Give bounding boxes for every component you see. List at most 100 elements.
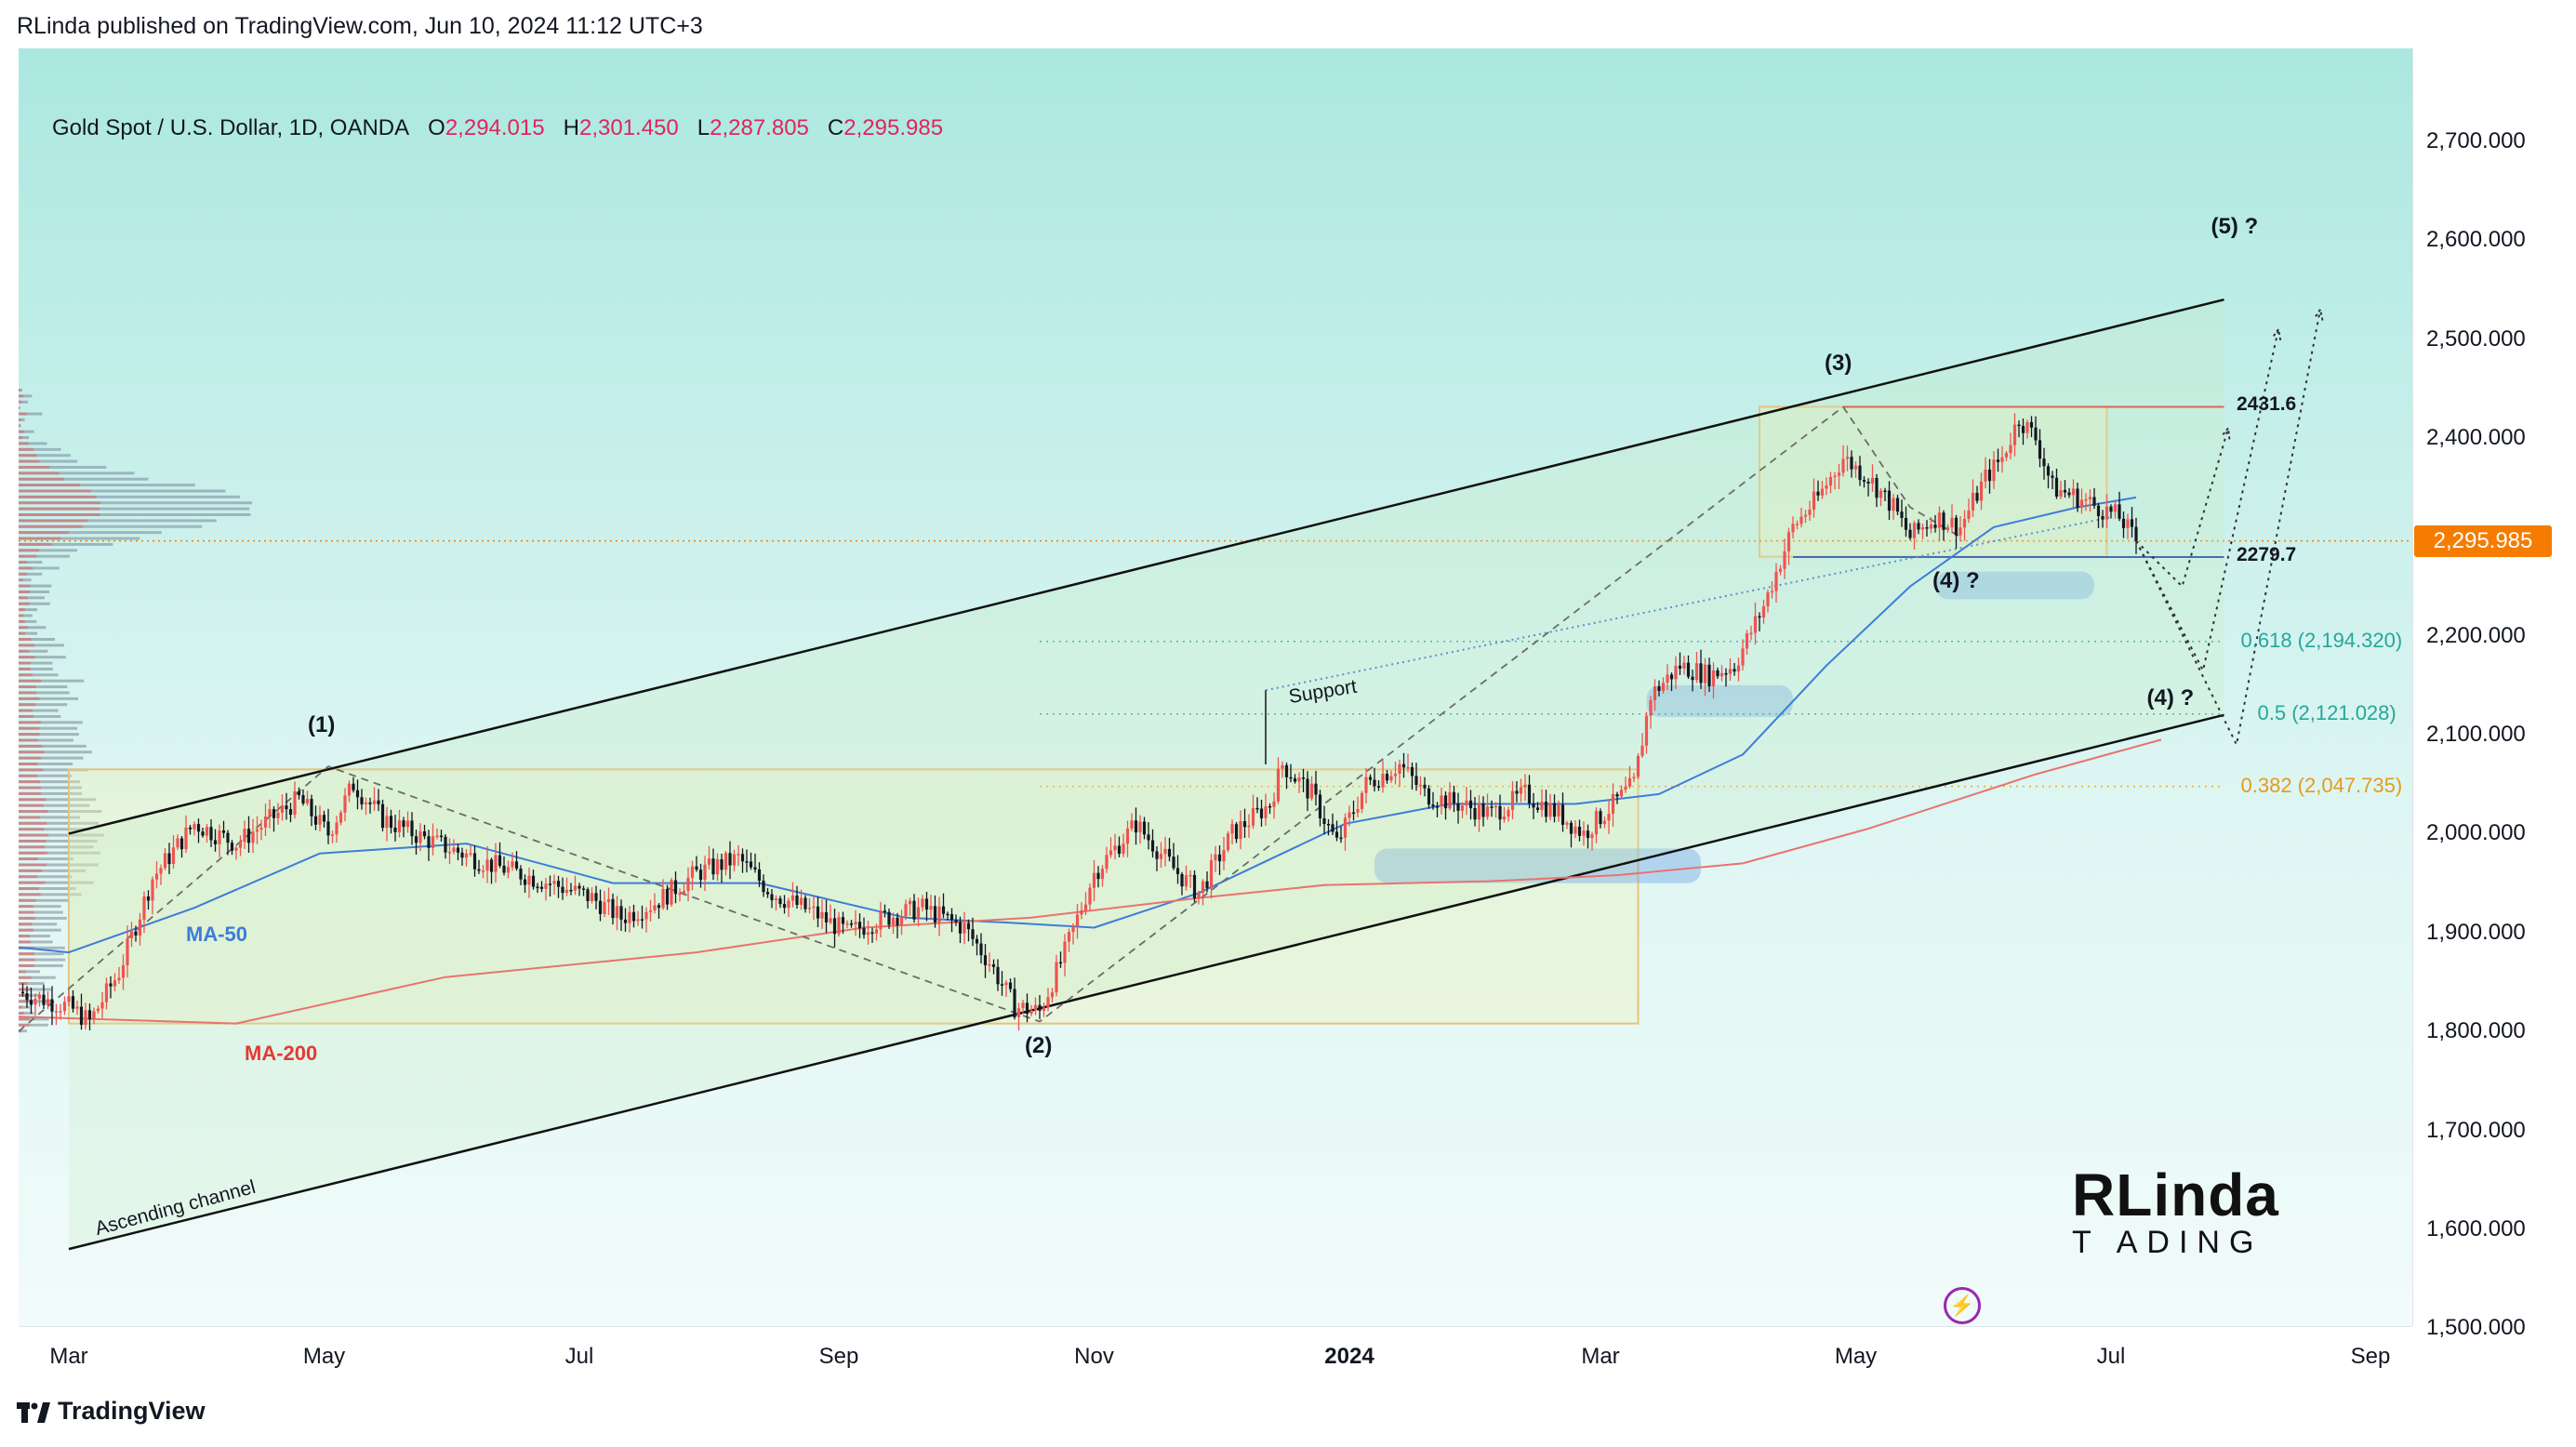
candle-body bbox=[238, 842, 243, 848]
candle-body bbox=[1774, 571, 1778, 591]
candle-body bbox=[1627, 777, 1632, 787]
candle-body bbox=[1080, 909, 1083, 915]
candle-body bbox=[297, 790, 301, 796]
volume-profile-bar bbox=[19, 471, 135, 475]
candle-body bbox=[636, 919, 640, 922]
candle-body bbox=[2092, 497, 2096, 506]
candle-body bbox=[933, 906, 937, 923]
candle-body bbox=[1339, 837, 1343, 840]
price-tick: 2,100.000 bbox=[2426, 722, 2526, 748]
candle-body bbox=[1636, 755, 1640, 777]
volume-profile-bar-up bbox=[19, 638, 32, 642]
time-tick: Nov bbox=[1074, 1344, 1114, 1369]
candle-body bbox=[849, 923, 854, 925]
volume-profile-bar-up bbox=[19, 644, 35, 647]
volume-profile-bar bbox=[19, 537, 140, 540]
candle-body bbox=[1653, 686, 1657, 700]
candle-body bbox=[1624, 786, 1627, 790]
candle-body bbox=[1900, 511, 1904, 518]
volume-profile-bar bbox=[19, 691, 70, 695]
volume-profile-bar-up bbox=[19, 554, 37, 558]
range-box-3 bbox=[1759, 405, 2108, 558]
candle-body bbox=[1498, 805, 1502, 820]
volume-profile-bar-up bbox=[19, 566, 33, 570]
candle-body bbox=[879, 910, 883, 930]
demand-zone-3 bbox=[1935, 571, 2094, 600]
candle-body bbox=[1042, 1007, 1046, 1011]
candle-body bbox=[1293, 778, 1297, 782]
volume-profile-bar bbox=[19, 916, 67, 920]
candle-body bbox=[640, 919, 644, 921]
candle-body bbox=[870, 932, 874, 935]
candle-body bbox=[1766, 592, 1770, 607]
publisher-line: RLinda published on TradingView.com, Jun… bbox=[17, 13, 703, 39]
volume-profile-bar bbox=[19, 756, 84, 760]
candle-body bbox=[1816, 491, 1820, 496]
candle-body bbox=[1406, 766, 1410, 769]
volume-profile-bar bbox=[19, 726, 78, 730]
volume-profile-bar bbox=[19, 400, 29, 404]
candle-body bbox=[1268, 805, 1272, 808]
candle-body bbox=[1917, 523, 1920, 530]
candle-body bbox=[749, 861, 753, 868]
candle-body bbox=[862, 928, 866, 936]
volume-profile-bar-up bbox=[19, 905, 33, 909]
candle-body bbox=[502, 865, 506, 873]
candle-body bbox=[1046, 997, 1050, 1008]
candle-body bbox=[2096, 505, 2101, 517]
volume-profile-bar bbox=[19, 993, 40, 997]
time-axis[interactable]: Mar May Jul Sep Nov 2024 Mar May Jul Sep bbox=[19, 1326, 2412, 1381]
volume-profile-bar-up bbox=[19, 578, 23, 582]
symbol-title[interactable]: Gold Spot / U.S. Dollar, 1D, OANDA bbox=[52, 115, 410, 140]
candle-body bbox=[1348, 812, 1351, 818]
candle-body bbox=[1954, 517, 1959, 536]
candle-body bbox=[770, 894, 774, 901]
volume-profile-bar bbox=[19, 869, 86, 872]
candle-body bbox=[422, 830, 427, 837]
candle-body bbox=[234, 847, 238, 851]
candle-body bbox=[1184, 875, 1188, 887]
volume-profile-bar bbox=[19, 584, 52, 588]
candle-body bbox=[1786, 532, 1791, 551]
candle-body bbox=[154, 873, 159, 880]
candle-body bbox=[1167, 848, 1172, 857]
volume-profile-bar-up bbox=[19, 484, 81, 487]
volume-profile-bar bbox=[19, 738, 73, 742]
volume-profile-bar-up bbox=[19, 590, 30, 593]
candle-body bbox=[1071, 925, 1075, 933]
volume-profile-bar bbox=[19, 501, 253, 505]
candle-body bbox=[586, 889, 590, 902]
price-axis[interactable]: 2,700.0002,600.0002,500.0002,400.0002,30… bbox=[2412, 48, 2576, 1340]
volume-profile-bar bbox=[19, 631, 38, 635]
candle-body bbox=[1134, 820, 1138, 833]
price-chart[interactable] bbox=[19, 48, 2412, 1326]
chart-area[interactable]: Gold Spot / U.S. Dollar, 1D, OANDA O2,29… bbox=[19, 48, 2412, 1326]
candle-body bbox=[912, 900, 916, 920]
volume-profile-bar-up bbox=[19, 763, 38, 766]
candle-body bbox=[1694, 663, 1699, 681]
candle-body bbox=[67, 996, 71, 1002]
candle-body bbox=[807, 908, 812, 909]
candle-body bbox=[670, 880, 673, 905]
candle-body bbox=[1971, 492, 1975, 511]
candle-body bbox=[355, 790, 360, 798]
volume-profile-bar bbox=[19, 857, 74, 861]
volume-profile bbox=[19, 389, 253, 1033]
candle-body bbox=[1699, 663, 1703, 684]
tradingview-brand[interactable]: TradingView bbox=[17, 1397, 206, 1426]
candle-body bbox=[1016, 1008, 1021, 1017]
candle-body bbox=[1485, 806, 1490, 817]
candle-body bbox=[1067, 932, 1071, 942]
volume-profile-bar bbox=[19, 590, 50, 593]
volume-profile-bar bbox=[19, 389, 23, 392]
volume-profile-bar-up bbox=[19, 744, 43, 748]
candle-body bbox=[979, 943, 983, 956]
candle-body bbox=[841, 917, 845, 924]
volume-profile-bar bbox=[19, 459, 78, 463]
candle-body bbox=[778, 898, 782, 905]
candle-body bbox=[1188, 874, 1192, 877]
candle-body bbox=[690, 866, 695, 878]
bolt-icon[interactable]: ⚡ bbox=[1944, 1287, 1981, 1324]
candle-body bbox=[29, 1000, 33, 1005]
candle-body bbox=[2113, 504, 2118, 512]
